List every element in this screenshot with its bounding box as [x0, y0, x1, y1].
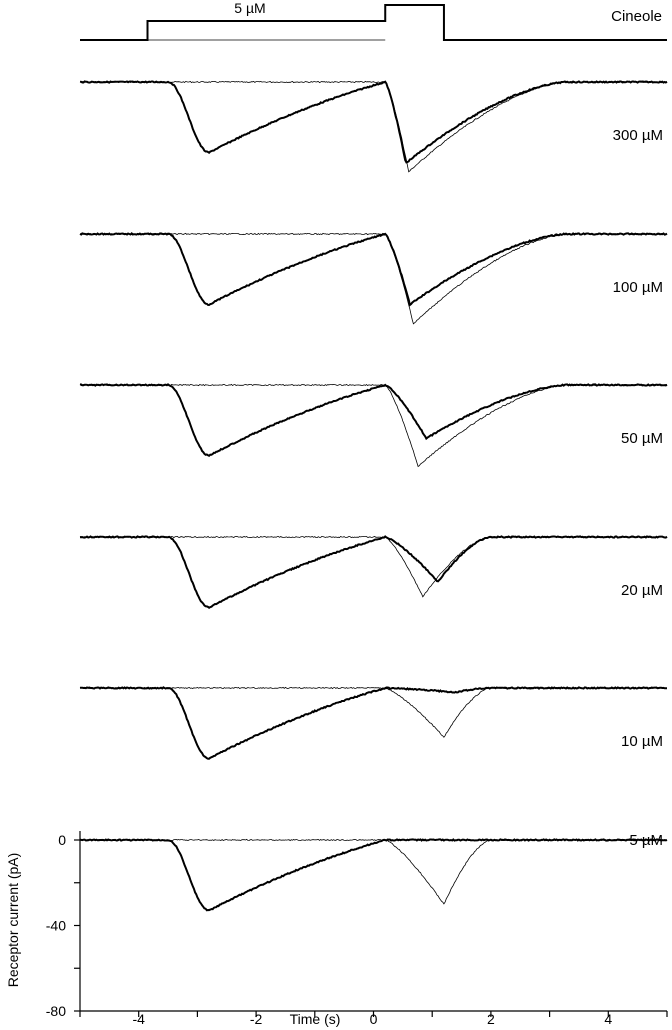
y-tick-label: -80 [46, 1003, 66, 1019]
y-tick-label: 0 [58, 832, 66, 848]
cineole-protocol-trace [80, 4, 667, 41]
trace-conditioned [79, 838, 668, 912]
concentration-label: 100 µM [613, 279, 663, 296]
concentration-label: 300 µM [613, 127, 663, 144]
trace-control [79, 80, 668, 173]
x-tick-label: 4 [604, 1011, 612, 1027]
trace-control [79, 838, 668, 905]
x-axis-label: Time (s) [290, 1011, 341, 1027]
trace-control [79, 535, 668, 598]
trace-panel: 20 µM [79, 535, 668, 610]
trace-panel: 5 µM [79, 832, 668, 912]
trace-conditioned [79, 383, 668, 458]
x-tick-label: -4 [132, 1011, 145, 1027]
concentration-label: 20 µM [621, 582, 663, 599]
x-ticks: -4 -2 0 2 4 [79, 1011, 668, 1027]
cineole-label: Cineole [611, 8, 662, 25]
trace-panel: 100 µM [79, 232, 668, 325]
x-tick-label: 2 [487, 1011, 495, 1027]
y-tick-label: -40 [46, 918, 66, 934]
trace-conditioned [80, 686, 667, 760]
trace-conditioned [79, 535, 668, 610]
trace-panel: 10 µM [79, 686, 668, 760]
stimulus-protocol: 5 µM Cineole [80, 0, 667, 41]
x-tick-label: 0 [370, 1011, 378, 1027]
trace-conditioned [79, 232, 668, 307]
trace-conditioned [79, 80, 668, 164]
trace-control [79, 686, 668, 738]
trace-panel: 300 µM [79, 80, 668, 173]
concentration-label: 50 µM [621, 430, 663, 447]
concentration-label: 5 µM [629, 832, 663, 849]
trace-panels: 300 µM 100 µM 50 µM 20 µM 10 µM 5 µM [79, 80, 668, 912]
conditioning-concentration-label: 5 µM [234, 0, 265, 16]
trace-panel: 50 µM [79, 383, 668, 468]
trace-control [79, 383, 668, 468]
concentration-label: 10 µM [621, 733, 663, 750]
trace-control [79, 232, 668, 325]
y-ticks: 0 -40 -80 [46, 832, 80, 1019]
x-tick-label: -2 [250, 1011, 263, 1027]
axes: 0 -40 -80 -4 -2 0 2 4 Time (s) Receptor curren… [5, 831, 668, 1027]
y-axis-label: Receptor current (pA) [5, 853, 21, 988]
